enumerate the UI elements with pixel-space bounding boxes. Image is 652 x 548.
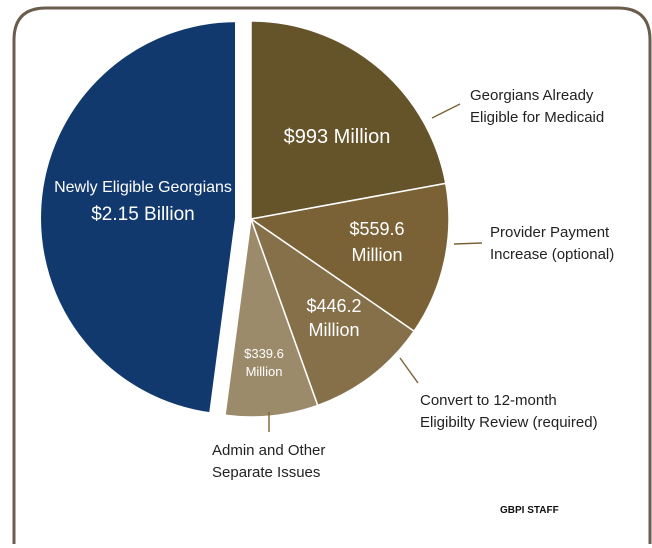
annotation-provider-payment-increase-optional: Provider Payment Increase (optional) (490, 224, 614, 263)
leader-line-provider-payment-increase-optional (453, 242, 483, 245)
slice-admin-and-other-separate-issues (224, 218, 319, 418)
annotation-line: Provider Payment (490, 224, 610, 241)
slice-value-label-line: $446.2 (306, 296, 361, 316)
slice-value-label-convert-to-12-month-eligibilty-review-required: $446.2 Million (306, 296, 361, 340)
annotation-line: Separate Issues (212, 464, 320, 481)
slice-value-label-line: Million (246, 364, 283, 379)
slice-value-label-line: $2.15 Billion (91, 204, 195, 225)
slice-value-label-line: $339.6 (244, 346, 284, 361)
credit-label: GBPI STAFF (500, 505, 559, 516)
slice-newly-eligible-georgians (37, 18, 240, 417)
slice-value-label-line: $559.6 (349, 219, 404, 239)
slice-value-label-line: $993 Million (284, 126, 391, 148)
slice-value-labels: $993 Million$559.6 Million$446.2 Million$3… (54, 126, 404, 379)
annotation-admin-and-other-separate-issues: Admin and Other Separate Issues (212, 442, 325, 481)
annotation-convert-to-12-month-eligibilty-review-required: Convert to 12-month Eligibilty Review (re… (420, 392, 598, 431)
slice-value-label-admin-and-other-separate-issues: $339.6 Million (244, 346, 284, 379)
slice-value-label-georgians-already-eligible-for-medicaid: $993 Million (284, 126, 391, 148)
leader-line-georgians-already-eligible-for-medicaid (431, 103, 461, 119)
rounded-border (12, 6, 652, 544)
slice-convert-to-12-month-eligibilty-review-required (250, 218, 415, 407)
annotation-line: Admin and Other (212, 442, 325, 459)
annotation-line: Eligibilty Review (required) (420, 414, 598, 431)
annotation-line: Convert to 12-month (420, 392, 557, 409)
slice-provider-payment-increase-optional (250, 182, 450, 332)
slice-annotations: Georgians Already Eligible for Medicaid Pr… (212, 87, 614, 481)
annotation-georgians-already-eligible-for-medicaid: Georgians Already Eligible for Medicaid (470, 87, 604, 126)
slice-georgians-already-eligible-for-medicaid (250, 20, 447, 220)
annotation-line: Georgians Already (470, 87, 594, 104)
annotation-line: Eligible for Medicaid (470, 109, 604, 126)
annotation-line: Increase (optional) (490, 246, 614, 263)
slice-value-label-line: Newly Eligible Georgians (54, 179, 232, 196)
slice-value-label-provider-payment-increase-optional: $559.6 Million (349, 219, 404, 265)
pie-slices (37, 18, 450, 418)
leader-line-convert-to-12-month-eligibilty-review-required (399, 357, 419, 384)
slice-value-label-newly-eligible-georgians: Newly Eligible Georgians $2.15 Billion (54, 179, 232, 225)
slice-value-label-line: Million (308, 320, 359, 340)
leader-lines (268, 103, 483, 432)
slice-value-label-line: Million (351, 245, 402, 265)
